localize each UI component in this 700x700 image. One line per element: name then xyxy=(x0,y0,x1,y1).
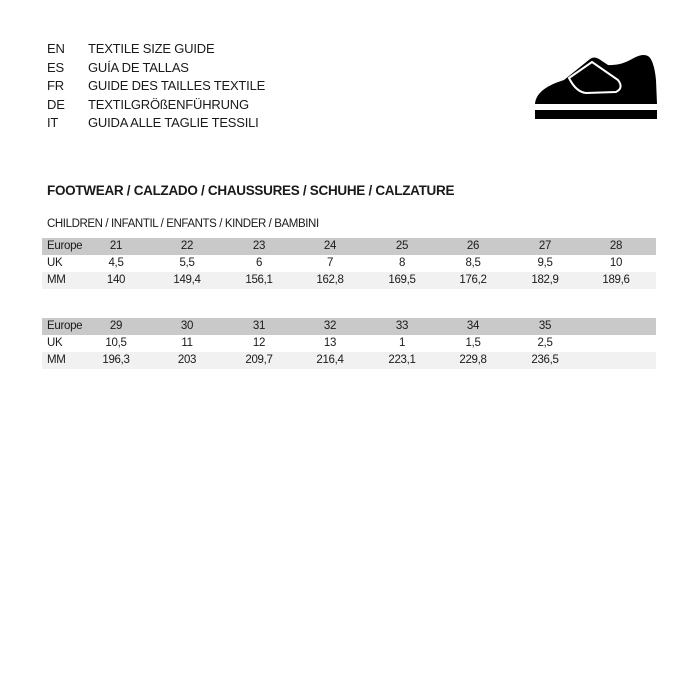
table-cell: 34 xyxy=(466,320,480,332)
table-cell: 25 xyxy=(395,240,409,252)
shoe-velcro-icon xyxy=(535,55,657,119)
table-cell: 236,5 xyxy=(531,354,559,366)
table-cell: 162,8 xyxy=(316,274,344,286)
table-cell: 216,4 xyxy=(316,354,344,366)
language-title: TEXTILGRÖßENFÜHRUNG xyxy=(88,96,249,112)
table-cell: 149,4 xyxy=(173,274,201,286)
table-cell: 33 xyxy=(395,320,409,332)
row-label: Europe xyxy=(47,240,83,252)
size-table: Europe 29 30 31 32 33 34 35 UK 10,5 11 12 13 1 1,5 2,5 M… xyxy=(42,318,656,369)
table-cell: 9,5 xyxy=(537,257,553,269)
table-cell: 10,5 xyxy=(105,337,127,349)
table-cell: 229,8 xyxy=(459,354,487,366)
language-code: ES xyxy=(47,59,64,75)
table-cell: 6 xyxy=(255,257,263,269)
table-row: UK 4,5 5,5 6 7 8 8,5 9,5 10 xyxy=(42,255,656,272)
language-title: TEXTILE SIZE GUIDE xyxy=(88,41,215,56)
table-cell: 223,1 xyxy=(388,354,416,366)
language-code: EN xyxy=(47,41,65,56)
row-label: Europe xyxy=(47,320,83,332)
row-label: UK xyxy=(47,257,63,269)
table-row: Europe 21 22 23 24 25 26 27 28 xyxy=(42,238,656,255)
table-cell: 24 xyxy=(323,240,337,252)
table-cell: 5,5 xyxy=(179,257,195,269)
table-cell: 11 xyxy=(181,337,193,349)
table-cell: 35 xyxy=(538,320,552,332)
table-cell: 22 xyxy=(180,240,194,252)
table-row: UK 10,5 11 12 13 1 1,5 2,5 xyxy=(42,335,656,352)
table-cell: 4,5 xyxy=(108,257,124,269)
language-code: FR xyxy=(47,78,64,93)
table-row: MM 140 149,4 156,1 162,8 169,5 176,2 182,9 189,6 xyxy=(42,272,656,289)
table-cell: 209,7 xyxy=(245,354,273,366)
table-cell: 2,5 xyxy=(537,337,553,349)
table-cell: 32 xyxy=(323,320,337,332)
table-cell: 31 xyxy=(252,320,266,332)
language-title: GUIDA ALLE TAGLIE TESSILI xyxy=(88,115,259,130)
table-cell: 27 xyxy=(538,240,552,252)
table-cell: 23 xyxy=(252,240,266,252)
table-cell: 28 xyxy=(609,240,623,252)
table-cell: 176,2 xyxy=(459,274,487,286)
table-cell: 196,3 xyxy=(102,354,130,366)
table-cell: 13 xyxy=(323,337,337,349)
language-code: DE xyxy=(47,96,65,112)
table-cell: 189,6 xyxy=(602,274,630,286)
table-cell: 21 xyxy=(109,240,123,252)
table-cell: 156,1 xyxy=(245,274,273,286)
row-label: MM xyxy=(47,354,66,366)
table-cell: 8 xyxy=(398,257,406,269)
table-cell: 10 xyxy=(609,257,623,269)
table-cell: 140 xyxy=(106,274,126,286)
table-cell: 169,5 xyxy=(388,274,416,286)
table-cell: 8,5 xyxy=(465,257,481,269)
table-cell: 182,9 xyxy=(531,274,559,286)
size-table: Europe 21 22 23 24 25 26 27 28 UK 4,5 5,5 6 7 8 8,5 9,5 1… xyxy=(42,238,656,289)
row-label: UK xyxy=(47,337,63,349)
table-cell: 26 xyxy=(466,240,480,252)
table-cell: 7 xyxy=(326,257,334,269)
table-cell: 29 xyxy=(109,320,123,332)
language-code: IT xyxy=(47,115,59,130)
section-subtitle: CHILDREN / INFANTIL / ENFANTS / KINDER /… xyxy=(47,218,319,230)
table-row: Europe 29 30 31 32 33 34 35 xyxy=(42,318,656,335)
table-cell: 1,5 xyxy=(465,337,481,349)
table-cell: 12 xyxy=(252,337,266,349)
table-cell: 203 xyxy=(177,354,197,366)
table-row: MM 196,3 203 209,7 216,4 223,1 229,8 236,5 xyxy=(42,352,656,369)
language-title: GUÍA DE TALLAS xyxy=(88,59,189,75)
table-cell: 30 xyxy=(180,320,194,332)
row-label: MM xyxy=(47,274,66,286)
table-cell: 1 xyxy=(398,337,406,349)
section-title: FOOTWEAR / CALZADO / CHAUSSURES / SCHUHE… xyxy=(47,183,455,198)
language-title: GUIDE DES TAILLES TEXTILE xyxy=(88,78,266,93)
